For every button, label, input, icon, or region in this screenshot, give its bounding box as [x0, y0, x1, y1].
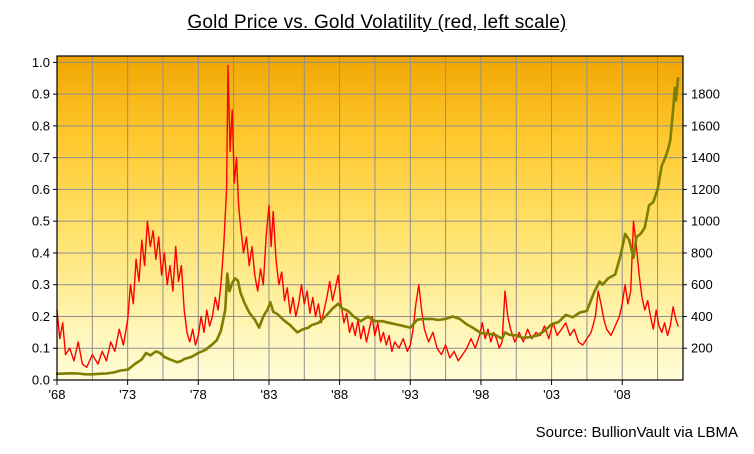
left-axis-tick-label: 0.6: [32, 182, 50, 197]
left-axis-tick-label: 0.9: [32, 87, 50, 102]
left-axis-tick-label: 0.2: [32, 309, 50, 324]
x-axis-tick-label: '03: [543, 387, 560, 402]
right-axis-tick-label: 800: [691, 245, 713, 260]
right-axis-tick-label: 400: [691, 309, 713, 324]
left-axis-tick-label: 0.1: [32, 341, 50, 356]
volatility-line: [56, 64, 679, 368]
left-axis-tick-label: 0.5: [32, 214, 50, 229]
right-axis-tick-label: 1400: [691, 150, 720, 165]
x-axis-tick-label: '98: [472, 387, 489, 402]
right-axis-tick-label: 1000: [691, 214, 720, 229]
right-axis-tick-label: 1200: [691, 182, 720, 197]
gridlines: [57, 56, 683, 380]
x-axis: '68 '73 '78 '83 '88 '93 '98 '03 '08: [49, 380, 631, 402]
left-axis-tick-label: 0.0: [32, 373, 50, 388]
x-axis-tick-label: '73: [119, 387, 136, 402]
x-axis-tick-label: '08: [614, 387, 631, 402]
x-axis-tick-label: '88: [331, 387, 348, 402]
x-axis-tick-label: '83: [260, 387, 277, 402]
x-axis-tick-label: '78: [190, 387, 207, 402]
gold-price-line: [55, 76, 680, 376]
right-axis-tick-label: 200: [691, 341, 713, 356]
right-axis-tick-label: 1800: [691, 87, 720, 102]
left-axis-tick-label: 0.3: [32, 277, 50, 292]
left-axis-tick-label: 0.4: [32, 245, 50, 260]
plot-border: [56, 55, 684, 381]
chart-title: Gold Price vs. Gold Volatility (red, lef…: [187, 12, 567, 33]
left-axis-tick-label: 0.7: [32, 150, 50, 165]
plot-area: [57, 56, 683, 380]
x-axis-tick-label: '68: [49, 387, 66, 402]
source-credit: Source: BullionVault via LBMA: [535, 424, 738, 441]
right-axis-tick-label: 600: [691, 277, 713, 292]
left-axis-tick-label: 1.0: [32, 55, 50, 70]
left-axis-tick-label: 0.8: [32, 118, 50, 133]
right-axis: 200 400 600 800 1000 1200 1400 1600 1800: [683, 87, 720, 356]
left-axis: 0.0 0.1 0.2 0.3 0.4 0.5 0.6 0.7 0.8 0.9 1.0: [32, 55, 57, 388]
chart-svg: 0.0 0.1 0.2 0.3 0.4 0.5 0.6 0.7 0.8 0.9 1.0 200 400 6…: [32, 55, 720, 402]
right-axis-tick-label: 1600: [691, 118, 720, 133]
x-axis-tick-label: '93: [402, 387, 419, 402]
